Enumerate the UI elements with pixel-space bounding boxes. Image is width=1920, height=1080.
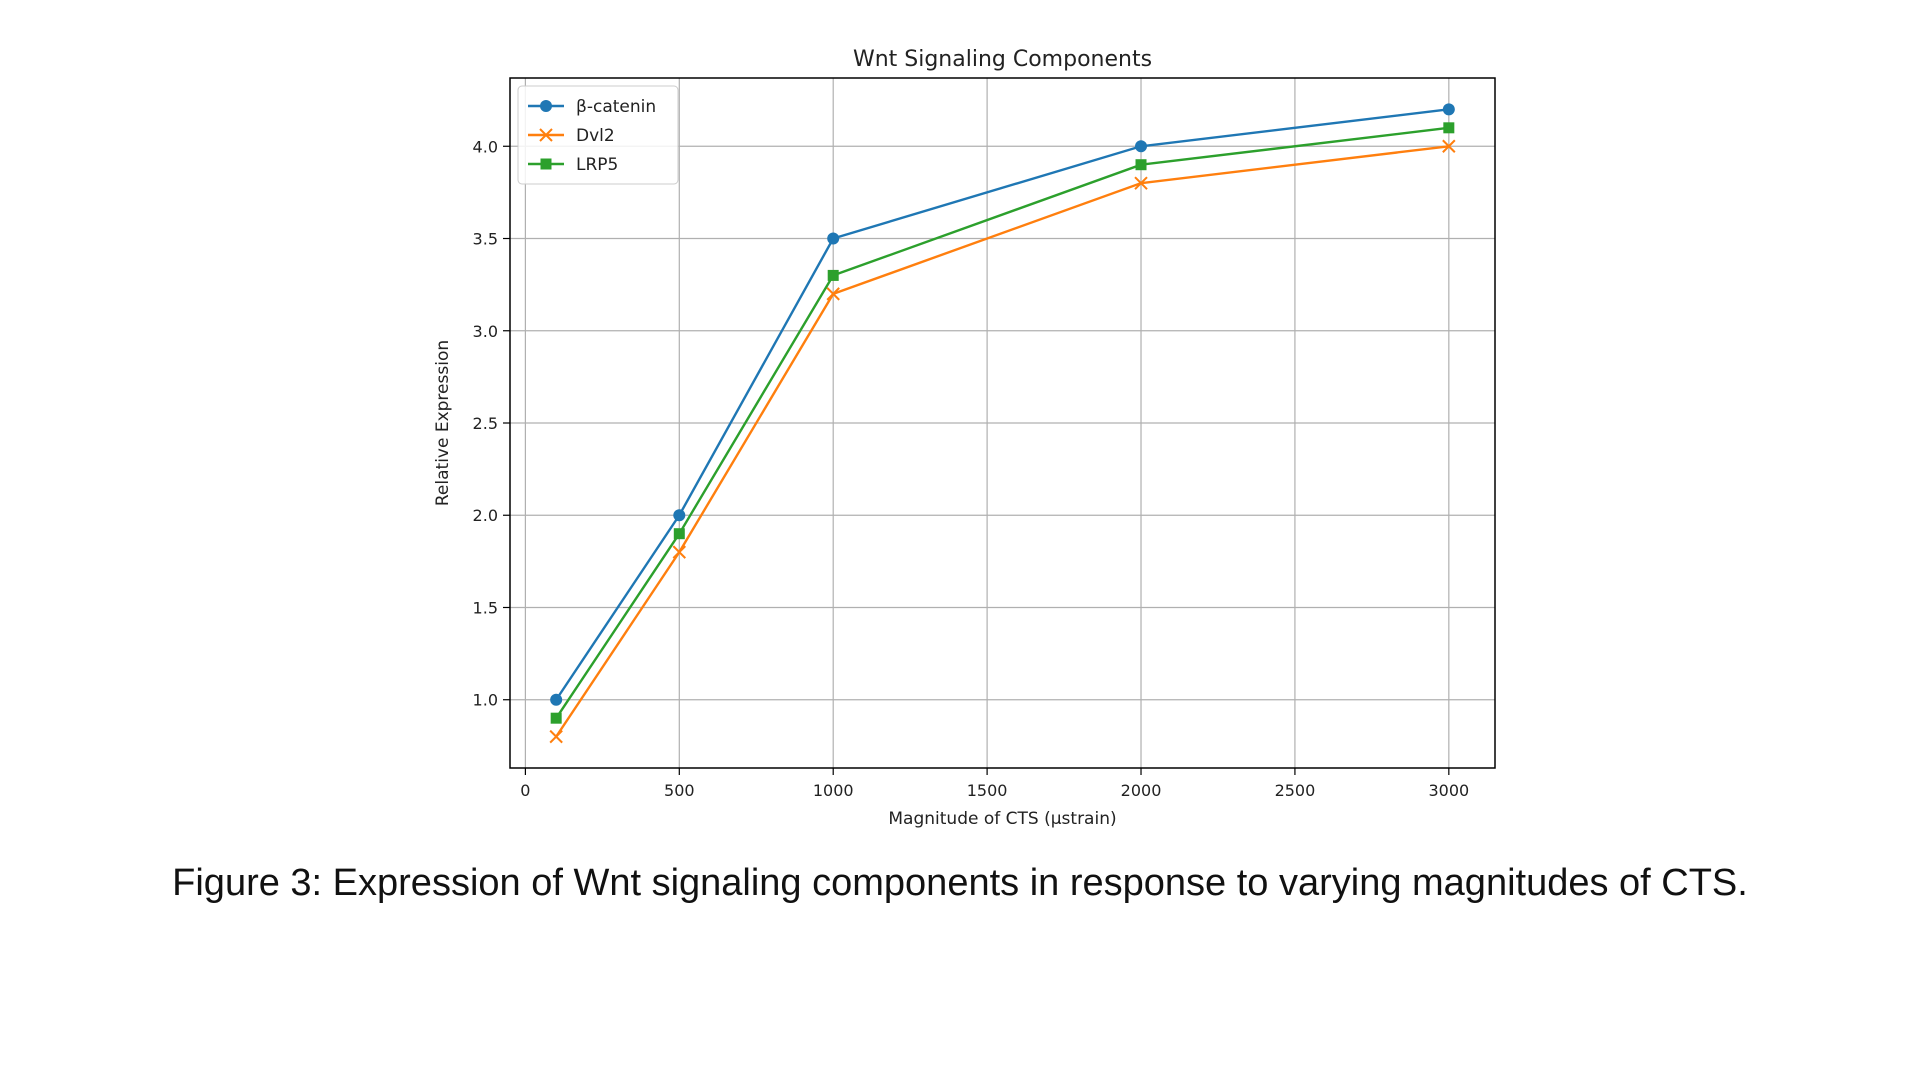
y-tick-label: 2.0 [473, 506, 498, 525]
y-tick-label: 1.0 [473, 691, 498, 710]
y-tick-label: 3.5 [473, 230, 498, 249]
legend-marker [540, 100, 552, 112]
data-point [1443, 122, 1455, 134]
legend-marker [540, 158, 552, 170]
data-point [1442, 103, 1455, 116]
legend-marker [539, 128, 553, 142]
legend-label: β-catenin [576, 97, 656, 117]
y-tick-label: 4.0 [473, 137, 498, 156]
data-point [826, 287, 840, 301]
series-LRP5 [550, 122, 1455, 724]
x-tick-label: 1000 [813, 781, 854, 800]
y-tick-label: 2.5 [473, 414, 498, 433]
data-point [1135, 140, 1148, 153]
series-β-catenin [550, 103, 1455, 706]
figure-caption: Figure 3: Expression of Wnt signaling co… [172, 862, 1748, 904]
legend-box [517, 85, 679, 185]
data-point [673, 528, 685, 540]
data-point [1442, 139, 1456, 153]
data-point [550, 693, 563, 706]
series-Dvl2 [549, 139, 1456, 744]
grid-lines [510, 78, 1495, 768]
data-point [1135, 159, 1147, 171]
x-tick-label: 2500 [1275, 781, 1316, 800]
data-point [549, 729, 563, 744]
x-axis-label: Magnitude of CTS (µstrain) [888, 809, 1116, 829]
series-layer [549, 103, 1456, 744]
x-tick-label: 500 [664, 781, 695, 800]
data-point [550, 712, 562, 724]
legend-label: Dvl2 [576, 126, 615, 146]
y-tick-label: 3.0 [473, 322, 498, 341]
x-tick-label: 1500 [967, 781, 1008, 800]
axis-ticks: 0 500 1000 1500 2000 2500 3000 1.0 1.5 2.0 2.5 3.0 3… [473, 137, 1470, 800]
data-point [673, 509, 686, 522]
data-point [672, 545, 687, 559]
x-tick-label: 3000 [1428, 781, 1469, 800]
series-line [555, 145, 1449, 738]
x-tick-label: 2000 [1121, 781, 1162, 800]
chart-title: Wnt Signaling Components [853, 47, 1152, 72]
data-point [827, 269, 839, 281]
data-point [827, 232, 840, 245]
legend-label: LRP5 [576, 155, 618, 175]
y-axis-label: Relative Expression [433, 340, 453, 506]
series-line [555, 108, 1449, 701]
legend: β-catenin Dvl2 LRP5 [517, 85, 679, 185]
y-tick-label: 1.5 [473, 598, 498, 617]
data-point [1134, 176, 1148, 190]
x-tick-label: 0 [520, 781, 530, 800]
